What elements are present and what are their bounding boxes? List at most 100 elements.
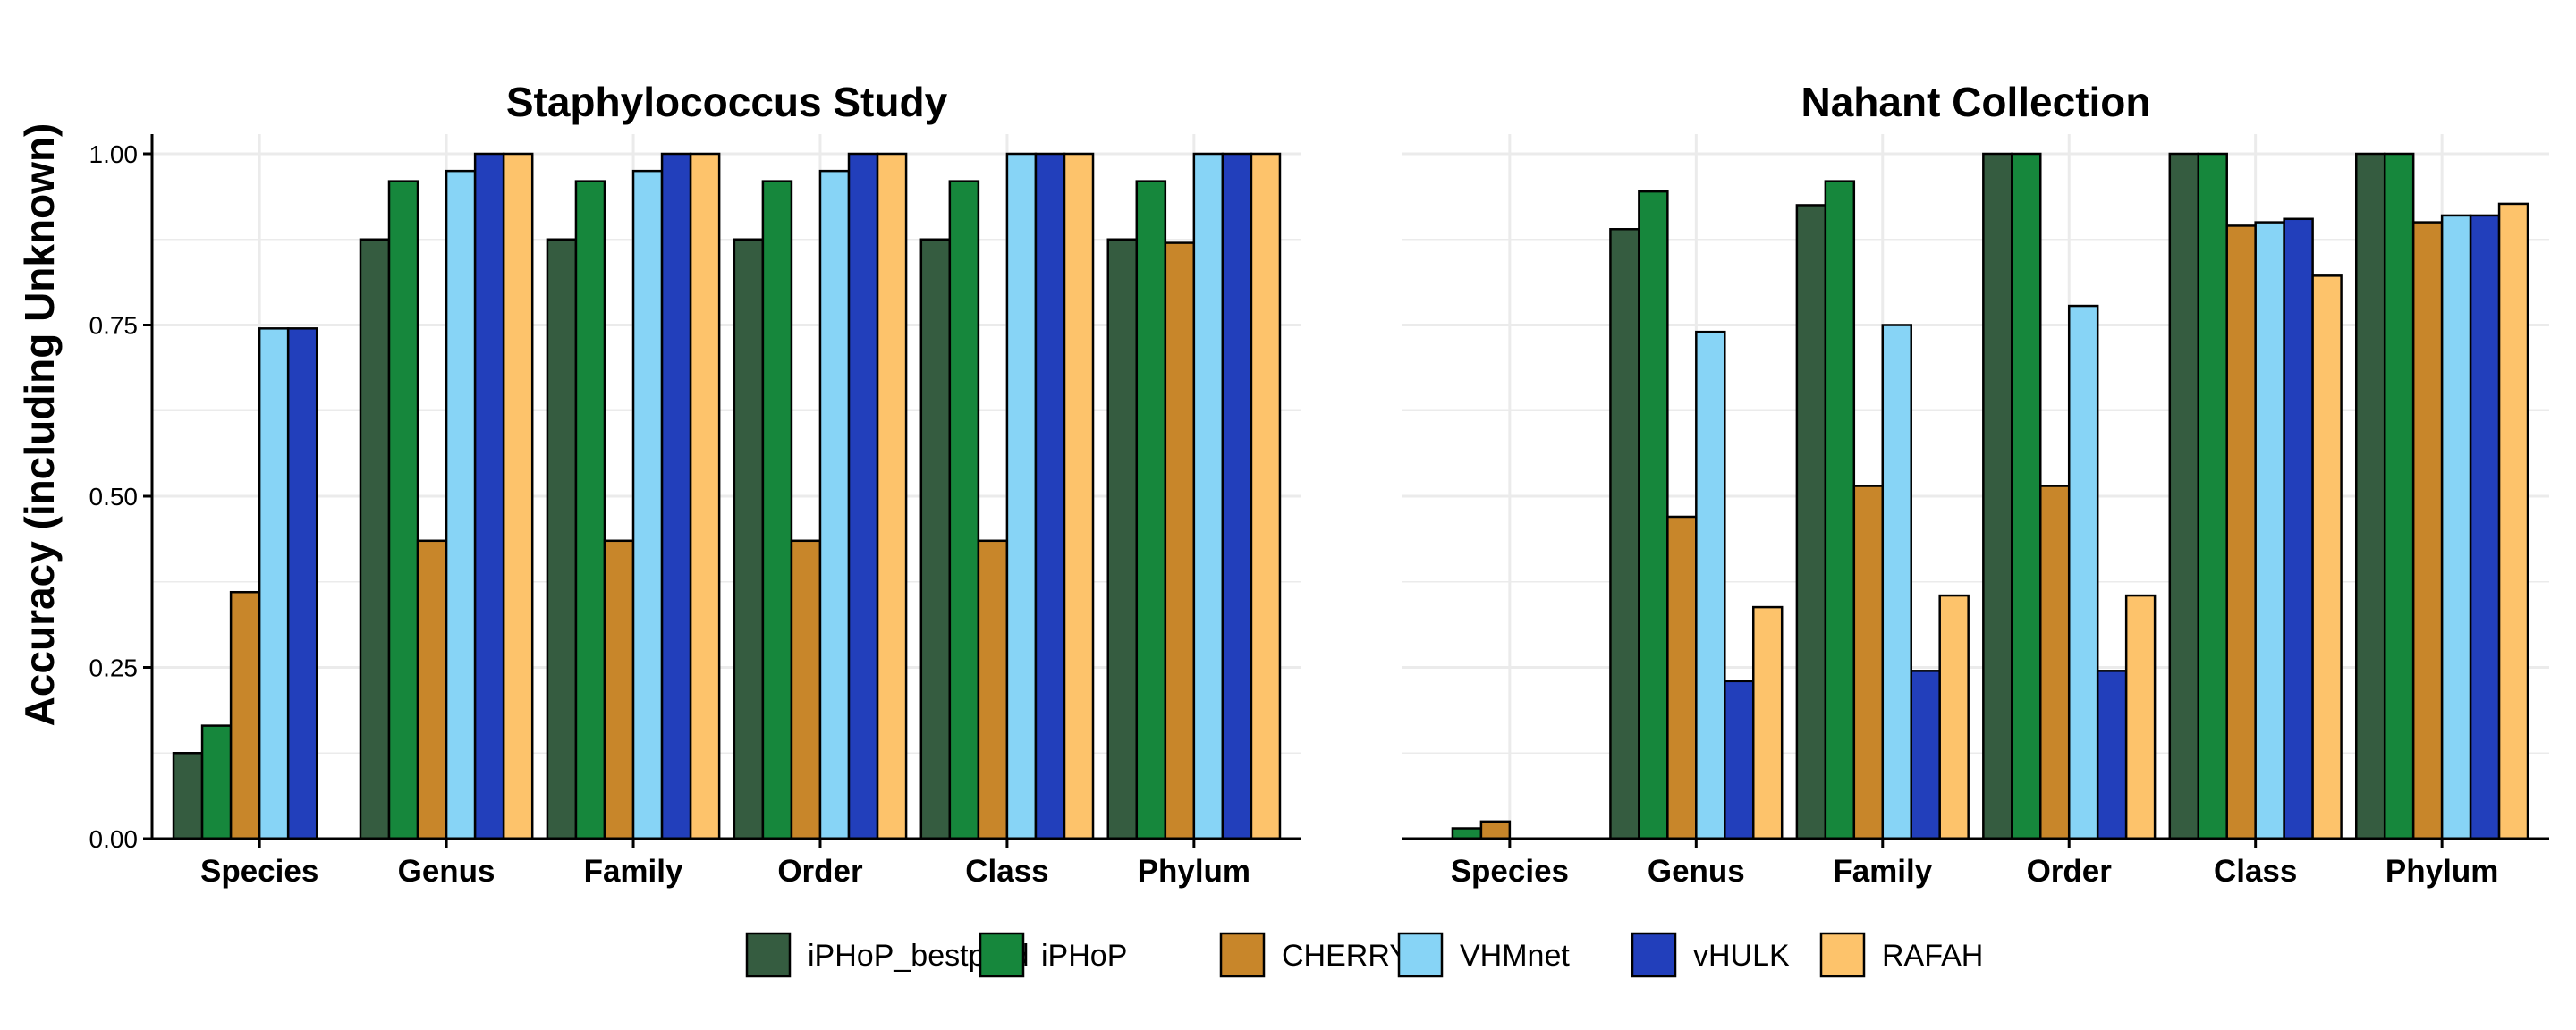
x-tick-label-species: Species — [1451, 854, 1569, 889]
legend-label-iphop: iPHoP — [1041, 939, 1127, 973]
legend-item-vhulk: vHULK — [1631, 932, 1790, 978]
y-tick-label: 0.00 — [89, 825, 139, 853]
bar-iphop-bestpred-order — [733, 238, 765, 840]
bar-rafah-family — [1938, 594, 1970, 840]
panel-staphylococcus-study: 0.00 0.25 0.50 0.75 1.00 Species Genus Family Or… — [89, 79, 1301, 889]
panel-nahant-collection: Species Genus Family Order Class Phylum Nahan… — [1402, 79, 2549, 889]
x-tick-label-family: Family — [1833, 854, 1932, 889]
bar-cherry-class — [977, 539, 1009, 840]
bar-vhulk-family — [660, 152, 692, 840]
legend: iPHoP_bestpred iPHoP CHERRY VHMnet vHULK RAFA… — [745, 932, 1983, 978]
x-tick-label-phylum: Phylum — [1138, 854, 1250, 889]
x-tick-label-order: Order — [777, 854, 863, 889]
bar-vhulk-order — [2096, 670, 2128, 840]
x-tick-label-genus: Genus — [1648, 854, 1745, 889]
bar-cherry-family — [603, 539, 635, 840]
bar-vhmnet-class — [1005, 152, 1038, 840]
legend-swatch-iphop — [979, 932, 1025, 978]
y-tick-label: 1.00 — [89, 140, 139, 168]
bar-rafah-genus — [502, 152, 534, 840]
bar-rafah-phylum — [2497, 202, 2529, 840]
bar-vhmnet-phylum — [2440, 214, 2472, 840]
bar-vhulk-class — [2283, 217, 2314, 840]
x-tick-label-order: Order — [2027, 854, 2113, 889]
bar-iphop-phylum — [2383, 152, 2415, 840]
bar-cherry-genus — [1666, 515, 1698, 840]
bar-iphop-species — [200, 724, 233, 840]
bar-vhmnet-phylum — [1192, 152, 1224, 840]
x-tick-label-phylum: Phylum — [2385, 854, 2498, 889]
legend-swatch-cherry — [1219, 932, 1266, 978]
bar-cherry-phylum — [1164, 241, 1196, 840]
x-tick-label-species: Species — [200, 854, 318, 889]
bar-vhulk-genus — [1724, 680, 1755, 840]
legend-label-vhmnet: VHMnet — [1460, 939, 1570, 973]
bar-vhulk-phylum — [1221, 152, 1253, 840]
bar-vhmnet-order — [818, 169, 851, 840]
legend-item-cherry: CHERRY — [1219, 932, 1410, 978]
x-tick-label-class: Class — [965, 854, 1048, 889]
bar-rafah-phylum — [1250, 152, 1282, 840]
panel-title: Staphylococcus Study — [506, 79, 948, 125]
bar-iphop-genus — [387, 180, 419, 840]
bar-vhulk-order — [847, 152, 879, 840]
legend-label-cherry: CHERRY — [1282, 939, 1410, 973]
legend-item-iphop: iPHoP — [979, 932, 1127, 978]
panel-title: Nahant Collection — [1801, 79, 2150, 125]
bar-vhmnet-family — [1881, 324, 1912, 840]
legend-label-vhulk: vHULK — [1693, 939, 1790, 973]
bar-vhulk-species — [286, 327, 318, 840]
bar-rafah-family — [689, 152, 721, 840]
bar-rafah-genus — [1751, 605, 1784, 840]
bar-rafah-class — [2311, 274, 2343, 840]
bar-iphop-genus — [1638, 190, 1669, 840]
bar-vhmnet-species — [258, 327, 290, 840]
legend-swatch-vhmnet — [1397, 932, 1444, 978]
bar-vhmnet-family — [631, 169, 664, 840]
legend-item-vhmnet: VHMnet — [1397, 932, 1570, 978]
bar-vhulk-genus — [473, 152, 505, 840]
bar-iphop-bestpred-species — [172, 752, 204, 840]
bar-iphop-bestpred-class — [2168, 152, 2200, 840]
bar-vhulk-phylum — [2469, 214, 2501, 840]
bar-iphop-bestpred-class — [919, 238, 952, 840]
bar-iphop-bestpred-family — [1795, 204, 1827, 840]
bar-iphop-family — [574, 180, 606, 840]
legend-swatch-rafah — [1819, 932, 1866, 978]
x-tick-label-family: Family — [584, 854, 683, 889]
bar-vhmnet-genus — [445, 169, 477, 840]
bar-cherry-species — [229, 590, 261, 840]
bar-iphop-order — [2011, 152, 2042, 840]
y-tick-label: 0.50 — [89, 483, 139, 511]
bar-vhulk-class — [1034, 152, 1066, 840]
bar-vhmnet-genus — [1695, 330, 1726, 840]
bar-cherry-genus — [416, 539, 448, 840]
bar-cherry-phylum — [2411, 221, 2444, 840]
bar-vhmnet-class — [2254, 221, 2285, 840]
bar-rafah-class — [1063, 152, 1095, 840]
bar-iphop-bestpred-phylum — [1106, 238, 1139, 840]
bar-iphop-species — [1451, 827, 1483, 840]
bar-cherry-class — [2225, 224, 2257, 840]
legend-swatch-vhulk — [1631, 932, 1677, 978]
bar-iphop-bestpred-genus — [1609, 228, 1640, 840]
bar-vhmnet-order — [2067, 304, 2099, 840]
bar-cherry-order — [2039, 485, 2071, 840]
bar-iphop-order — [761, 180, 793, 840]
legend-label-rafah: RAFAH — [1882, 939, 1983, 973]
bar-cherry-family — [1852, 485, 1885, 840]
legend-swatch-iphop-bestpred — [745, 932, 792, 978]
bar-iphop-bestpred-phylum — [2354, 152, 2386, 840]
bar-cherry-species — [1479, 820, 1512, 840]
bar-iphop-class — [2197, 152, 2228, 840]
bar-rafah-order — [2124, 594, 2157, 840]
bar-iphop-class — [948, 180, 980, 840]
bar-iphop-family — [1824, 180, 1856, 840]
y-tick-label: 0.25 — [89, 654, 139, 682]
bar-cherry-order — [790, 539, 822, 840]
bar-rafah-order — [876, 152, 908, 840]
bar-iphop-phylum — [1135, 180, 1167, 840]
bar-iphop-bestpred-order — [1982, 152, 2013, 840]
x-tick-label-class: Class — [2214, 854, 2297, 889]
